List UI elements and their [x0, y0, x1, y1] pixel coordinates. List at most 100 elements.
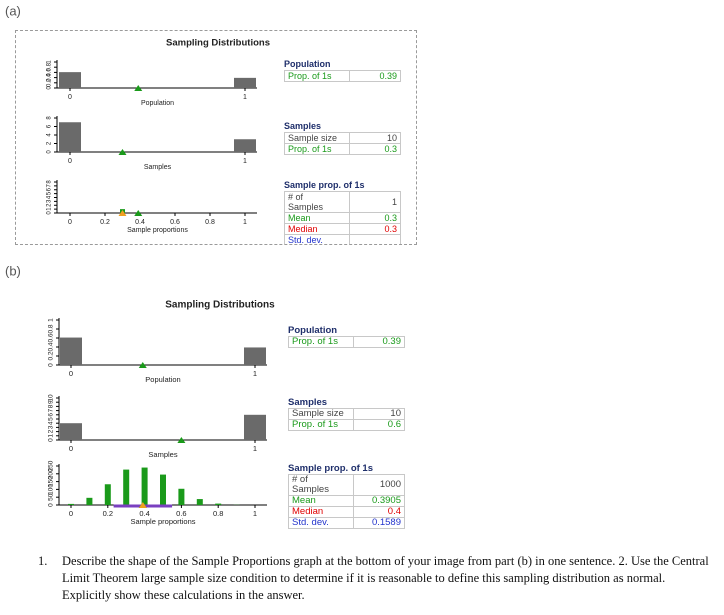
row-value: 0.4	[353, 506, 405, 518]
row-value: 0.39	[353, 336, 405, 348]
histogram-bar	[68, 503, 74, 505]
row-value: 1	[349, 191, 401, 213]
x-tick-label: 0	[68, 219, 72, 226]
y-tick-label: 0	[47, 150, 53, 154]
mean-marker	[177, 437, 186, 443]
row-label: Mean	[284, 212, 350, 224]
y-tick-label: 8	[47, 116, 53, 120]
row-label: Prop. of 1s	[284, 143, 350, 155]
mean-marker	[134, 85, 143, 91]
question: 1. Describe the shape of the Sample Prop…	[38, 553, 710, 604]
table-row: # of Samples 1	[284, 191, 401, 213]
population-marker	[134, 210, 143, 216]
row-value: 0.3	[349, 223, 401, 235]
table-row: Prop. of 1s 0.39	[284, 70, 401, 82]
bar	[60, 337, 82, 365]
table-row: Std. dev.	[284, 234, 401, 244]
y-tick-label: 8	[48, 404, 55, 408]
x-tick-label: 0	[69, 509, 73, 518]
row-label-text: Prop. of 1s	[288, 71, 332, 81]
y-tick-label: 0	[47, 86, 53, 90]
row-label: # of Samples	[288, 474, 354, 496]
y-tick-label: 150	[48, 476, 55, 487]
x-axis-label: Samples	[144, 164, 172, 171]
y-tick-label: 1	[48, 434, 55, 438]
histogram-bar	[215, 503, 222, 505]
y-tick-label: 4	[48, 421, 55, 425]
y-tick-label: 250	[48, 460, 55, 471]
row-label: Median	[284, 223, 350, 235]
x-tick-label: 0.4	[139, 509, 149, 518]
y-tick-label: 0.4	[48, 342, 55, 351]
row-label-text: Sample size	[292, 408, 344, 419]
table-heading: Samples	[284, 121, 322, 131]
row-value: 10	[349, 132, 401, 144]
mean-marker	[118, 210, 127, 216]
table-row: Std. dev. 0.1589	[288, 517, 405, 529]
row-label-text: Sample size	[288, 133, 338, 143]
x-tick-label: 0.8	[213, 509, 223, 518]
x-axis-label: Samples	[148, 450, 177, 459]
histogram-bar	[178, 488, 185, 505]
bar	[244, 414, 266, 440]
mean-marker	[118, 149, 127, 155]
y-tick-label: 10	[48, 394, 55, 402]
y-tick-label: 7	[47, 184, 53, 188]
y-tick-label: 4	[47, 133, 53, 137]
mean-marker	[138, 362, 147, 368]
row-label-text: # of Samples	[288, 192, 324, 212]
table-row: Sample size 10	[284, 132, 401, 144]
row-label-text: Prop. of 1s	[288, 144, 332, 154]
y-tick-label: 0.8	[47, 62, 53, 71]
x-tick-label: 0.6	[170, 219, 180, 226]
x-axis-label: Sample proportions	[127, 227, 188, 234]
histogram-bar	[86, 497, 93, 505]
panel-title: Sampling Distributions	[165, 300, 275, 311]
x-axis-label: Population	[141, 100, 174, 107]
row-label-text: Median	[292, 506, 324, 517]
histogram-bar	[196, 499, 203, 505]
x-tick-label: 1	[253, 369, 257, 378]
y-tick-label: 5	[48, 417, 55, 421]
y-tick-label: 0.4	[47, 73, 53, 82]
stats-table: Sample prop. of 1s # of Samples 1000 Mean 0.…	[288, 463, 412, 529]
table-row: Median 0.3	[284, 223, 401, 235]
table-row: Prop. of 1s 0.6	[288, 419, 405, 431]
y-tick-label: 9	[48, 400, 55, 404]
row-label-text: Prop. of 1s	[292, 336, 338, 347]
row-value: 10	[353, 408, 405, 420]
histogram-bar	[141, 467, 148, 505]
y-tick-label: 0	[48, 363, 55, 367]
row-value: 0.39	[349, 70, 401, 82]
question-text: Describe the shape of the Sample Proport…	[62, 554, 709, 602]
table-heading: Population	[284, 59, 331, 69]
x-tick-label: 1	[243, 219, 247, 226]
row-value: 0.6	[353, 419, 405, 431]
row-label-text: Mean	[288, 213, 311, 223]
row-label: Prop. of 1s	[288, 419, 354, 431]
y-tick-label: 5	[47, 191, 53, 195]
y-tick-label: 4	[47, 195, 53, 199]
bar	[234, 139, 256, 152]
row-label: Prop. of 1s	[288, 336, 354, 348]
histogram-bar	[160, 474, 166, 505]
bar	[59, 72, 81, 88]
row-label: Prop. of 1s	[284, 70, 350, 82]
row-label: Sample size	[284, 132, 350, 144]
table: Sample size 10 Prop. of 1s 0.6	[288, 408, 405, 431]
y-tick-label: 3	[47, 199, 53, 203]
table-heading: Sample prop. of 1s	[288, 463, 373, 474]
x-tick-label: 0.4	[135, 219, 145, 226]
table-row: Median 0.4	[288, 506, 405, 518]
y-tick-label: 0	[48, 503, 55, 507]
y-tick-label: 7	[48, 408, 55, 412]
y-tick-label: 1	[48, 318, 55, 322]
x-axis-label: Population	[145, 375, 180, 384]
table-heading: Samples	[288, 397, 328, 408]
bar	[60, 423, 82, 440]
y-tick-label: 2	[47, 203, 53, 207]
x-tick-label: 1	[253, 509, 257, 518]
bar	[234, 77, 256, 88]
